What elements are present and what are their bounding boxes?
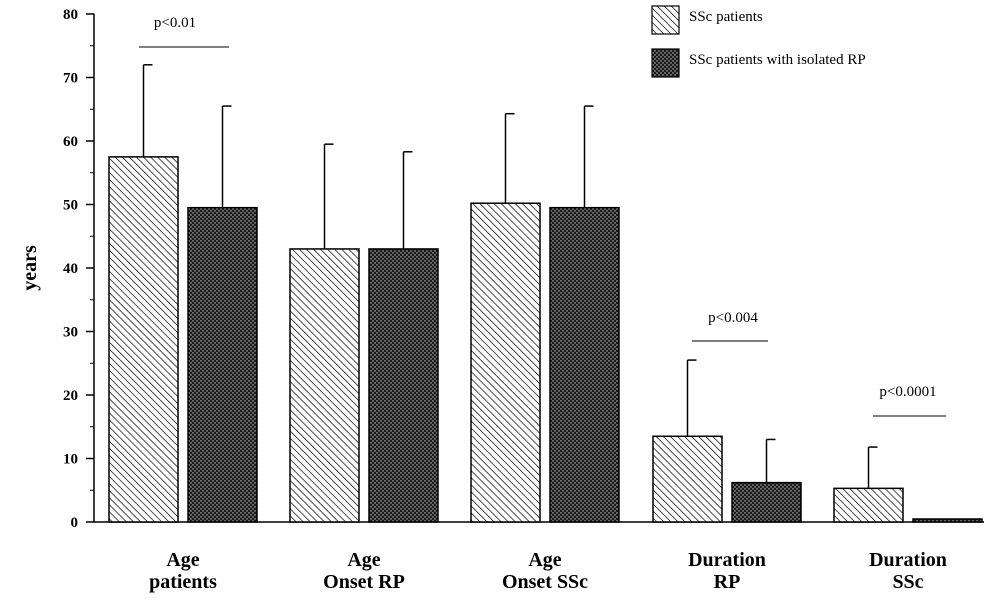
y-tick-label: 50 (63, 198, 78, 214)
bar-isolated-rp-2 (549, 206, 620, 523)
y-tick-label: 80 (63, 7, 78, 23)
bar-ssc-patients-3 (652, 435, 723, 523)
y-tick-label: 30 (63, 325, 78, 341)
y-tick-label: 60 (63, 134, 78, 150)
legend-swatch-isolated-rp (651, 48, 680, 78)
category-label: Duration SSc (869, 549, 947, 593)
legend-swatch-ssc-patients (651, 5, 680, 35)
y-tick-label: 70 (63, 71, 78, 87)
bar-isolated-rp-3 (731, 481, 802, 523)
category-label: Age patients (149, 549, 217, 593)
bar-ssc-patients-4 (833, 487, 904, 523)
y-tick-label: 20 (63, 388, 78, 404)
bar-isolated-rp-0 (187, 206, 258, 523)
significance-label: p<0.004 (708, 310, 758, 326)
labels: years Age patients Age Onset RP Age Onset SSc D… (19, 15, 947, 593)
bar-ssc-patients-0 (108, 156, 179, 523)
y-tick-label: 0 (71, 515, 79, 531)
significance-label: p<0.0001 (879, 384, 936, 400)
y-axis-label: years (19, 245, 41, 291)
bar-isolated-rp-4 (912, 518, 983, 523)
category-label: Age Onset RP (323, 549, 405, 593)
bar-ssc-patients-1 (289, 248, 360, 523)
y-tick-label: 40 (63, 261, 78, 277)
bar-ssc-patients-2 (470, 202, 541, 523)
significance-label: p<0.01 (154, 15, 196, 31)
legend-label: SSc patients (689, 9, 763, 25)
legend: SSc patients SSc patients with isolated R… (651, 5, 866, 78)
bar-isolated-rp-1 (368, 248, 439, 523)
category-label: Age Onset SSc (502, 549, 588, 593)
legend-label: SSc patients with isolated RP (689, 52, 866, 68)
bars (108, 64, 983, 523)
y-tick-label: 10 (63, 452, 78, 468)
category-label: Duration RP (688, 549, 766, 593)
